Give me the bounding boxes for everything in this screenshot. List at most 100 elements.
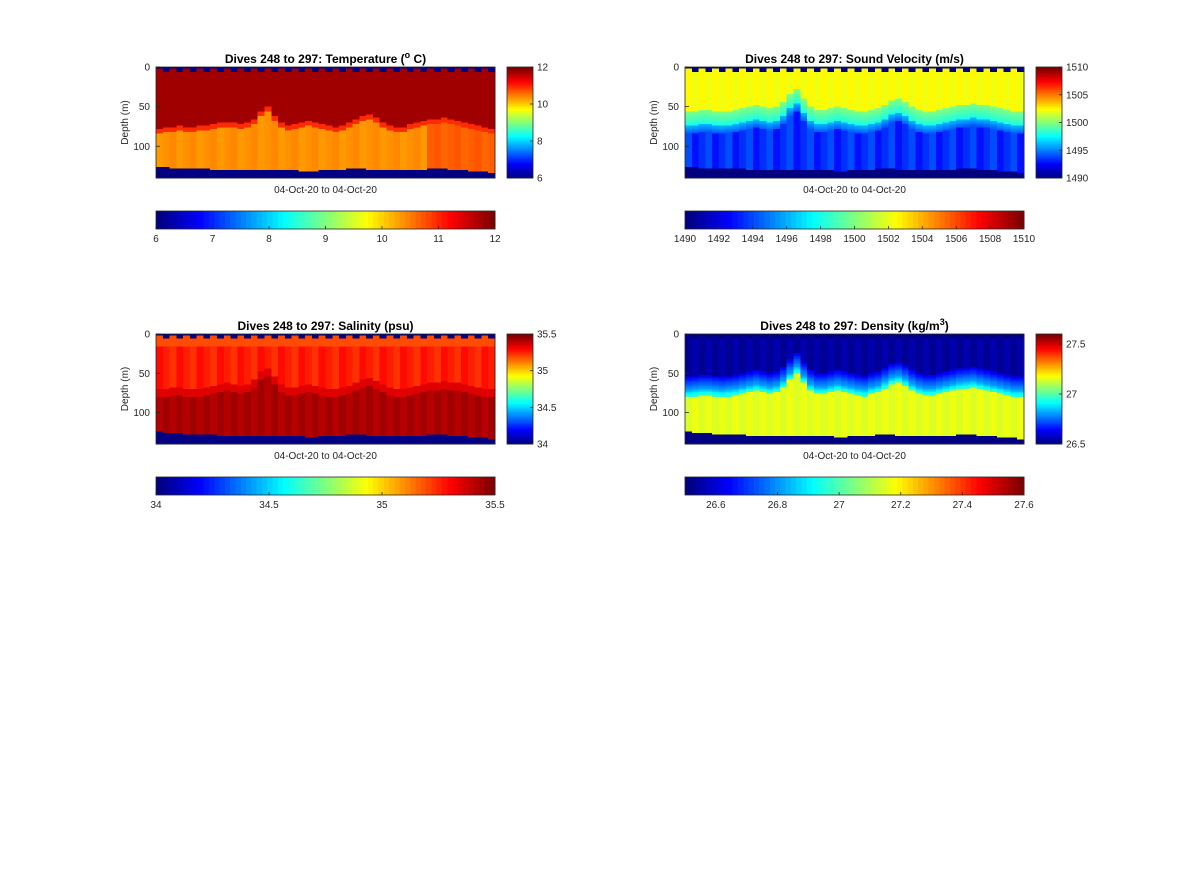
heatmap-cell [210,97,218,100]
heatmap-cell [264,163,272,166]
heatmap-cell [230,67,238,70]
heatmap-cell [217,86,225,89]
heatmap-cell [169,76,177,79]
heatmap-cell [162,171,171,174]
heatmap-cell [230,93,238,97]
heatmap-cell [223,133,232,136]
heatmap-cell [156,76,164,79]
heatmap-cell [203,173,211,176]
heatmap-cell [217,139,225,143]
heatmap-cell [176,89,184,92]
heatmap-cell [210,120,218,124]
heatmap-cell [169,112,177,116]
heatmap-cell [278,106,286,109]
heatmap-cell [250,74,259,78]
heatmap-cell [196,87,205,90]
heatmap-cell [244,151,252,154]
heatmap-cell [230,158,238,162]
heatmap-cell [237,93,245,97]
heatmap-cell [169,90,177,93]
heatmap-cell [183,117,191,120]
bottom-colorbar-label: 12 [489,234,501,245]
colorbar-segment [277,211,284,229]
heatmap-cell [196,111,205,114]
colorbar-segment [198,211,205,229]
heatmap-cell [196,174,205,178]
heatmap-cell [278,168,286,171]
heatmap-cell [210,128,218,132]
heatmap-cell [264,87,272,90]
heatmap-cell [176,155,184,158]
heatmap-cell [223,97,232,100]
heatmap-cell [217,98,225,101]
heatmap-cell [257,119,266,122]
heatmap-cell [203,101,211,105]
heatmap-cell [250,171,259,174]
heatmap-cell [237,92,245,95]
heatmap-cell [189,119,198,122]
heatmap-cell [264,93,272,97]
side-colorbar-label: 6 [537,174,543,185]
heatmap-cell [257,95,266,98]
heatmap-cell [284,147,293,151]
heatmap-cell [257,152,266,155]
heatmap-cell [183,166,191,170]
heatmap-cell [196,143,205,146]
heatmap-cell [264,170,272,173]
colorbar-segment [463,211,470,229]
heatmap-cell [250,89,259,92]
heatmap-cell [244,152,252,155]
heatmap-cell [230,100,238,103]
heatmap-cell [183,124,191,127]
heatmap-cell [284,95,293,98]
heatmap-cell [196,73,205,76]
heatmap-cell [203,130,211,133]
heatmap-cell [250,98,259,101]
heatmap-cell [183,114,191,117]
heatmap-cell [196,149,205,152]
colorbar-segment [457,211,464,229]
heatmap-cell [264,147,272,151]
heatmap-cell [284,100,293,103]
heatmap-cell [223,112,232,116]
heatmap-cell [196,97,205,100]
heatmap-cell [176,97,184,100]
colorbar-segment [336,211,342,229]
heatmap-cell [223,136,232,139]
heatmap-cell [223,147,232,151]
colorbar-segment [410,211,417,229]
heatmap-cell [196,105,205,108]
heatmap-cell [230,82,238,86]
heatmap-cell [156,71,164,74]
heatmap-cell [162,78,171,81]
heatmap-cell [217,101,225,105]
heatmap-cell [210,125,218,128]
heatmap-cell [162,108,171,111]
heatmap-cell [237,120,245,124]
heatmap-cell [250,106,259,109]
heatmap-cell [257,68,266,71]
heatmap-cell [244,109,252,112]
heatmap-cell [189,170,198,173]
heatmap-cell [169,124,177,127]
heatmap-cell [257,146,266,149]
heatmap-cell [278,160,286,163]
heatmap-cell [250,86,259,89]
heatmap-cell [237,101,245,105]
heatmap-cell [196,162,205,165]
heatmap-cell [196,106,205,109]
heatmap-cell [237,76,245,79]
heatmap-cell [230,127,238,130]
colorbar-segment [161,211,168,229]
heatmap-cell [162,174,171,178]
heatmap-cell [230,105,238,108]
heatmap-cell [271,98,279,101]
heatmap-cell [176,68,184,71]
heatmap-cell [244,108,252,111]
heatmap-cell [169,170,177,173]
heatmap-cell [284,116,293,119]
heatmap-cell [156,79,164,82]
colorbar-segment [314,211,321,229]
heatmap-cell [278,174,286,178]
heatmap-cell [278,138,286,141]
